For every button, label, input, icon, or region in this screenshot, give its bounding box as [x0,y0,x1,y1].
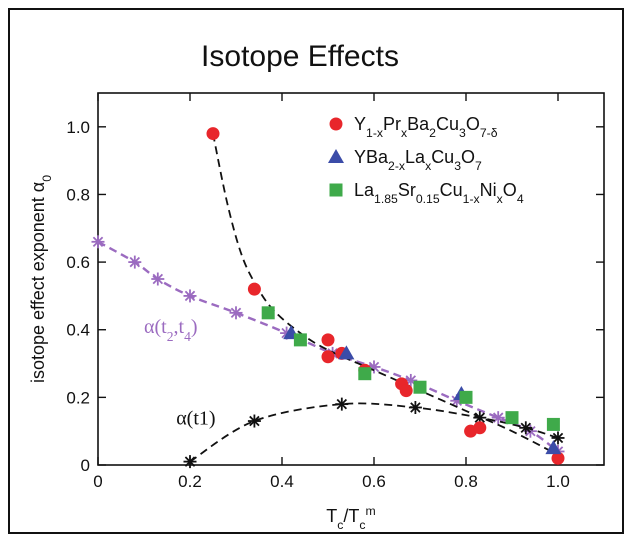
legend-label-1: YBa2-xLaxCu3O7 [354,147,482,173]
figure-frame [8,8,624,534]
curve-red-fit [212,133,559,456]
x-tick-label: 0.8 [454,472,478,491]
curve-point-t1 [335,397,349,411]
x-axis-label: Tc/Tcm [326,504,375,532]
y-tick-label: 0.4 [66,321,90,340]
chart-title: Isotope Effects [201,40,399,73]
data-point-series-0 [321,333,335,347]
data-point-series-0 [247,282,261,296]
data-point-series-2 [459,390,473,404]
curve-point-t1 [183,455,197,469]
legend-label-2: La1.85Sr0.15Cu1-xNixO4 [354,180,524,206]
x-tick-label: 1.0 [546,472,570,491]
data-point-series-1 [338,345,355,360]
y-tick-label: 0.6 [66,253,90,272]
x-tick-label: 0 [93,472,102,491]
curve-t1 [189,402,559,463]
y-axis-label: isotope effect exponent α0 [28,175,54,383]
x-tick-label: 0.6 [362,472,386,491]
data-point-series-0 [399,384,413,398]
data-point-series-2 [358,367,372,381]
curve-point-t2-t4 [491,411,505,425]
legend-marker-2 [329,183,343,197]
y-tick-label: 1.0 [66,118,90,137]
curve-point-t1 [408,401,422,415]
curve-point-t2-t4 [229,306,243,320]
curve-label-t1: α(t1) [176,407,215,429]
curve-label-t2-t4: α(t2,t4) [144,316,198,344]
curve-point-t1 [551,431,565,445]
data-point-series-2 [505,411,519,425]
data-point-series-0 [206,127,220,141]
y-tick-label: 0.8 [66,185,90,204]
legend-marker-1 [328,149,344,163]
plot-area: 0 0.2 0.4 0.6 0.8 1.0 0 0.2 0.4 0.6 0.8 1.0 Tc/Tcm is… [28,92,605,532]
curve-point-t2-t4 [151,272,165,286]
curve-point-t1 [247,414,261,428]
data-point-series-1 [545,440,562,455]
x-tick-label: 0.2 [178,472,202,491]
legend-marker-0 [329,117,343,131]
data-point-series-2 [546,417,560,431]
data-point-series-2 [293,333,307,347]
y-tick-label: 0.2 [66,388,90,407]
data-point-series-0 [551,451,565,465]
curve-point-t2-t4 [91,235,105,249]
x-tick-label: 0.4 [270,472,294,491]
y-tick-label: 0 [81,456,90,475]
legend-label-0: Y1-xPrxBa2Cu3O7-δ [354,114,498,140]
data-point-series-2 [413,380,427,394]
curve-point-t2-t4 [183,289,197,303]
data-point-series-2 [261,306,275,320]
data-point-series-0 [321,350,335,364]
curve-point-t1 [519,421,533,435]
plot-border [97,92,605,466]
curve-point-t2-t4 [128,255,142,269]
data-point-series-0 [473,421,487,435]
